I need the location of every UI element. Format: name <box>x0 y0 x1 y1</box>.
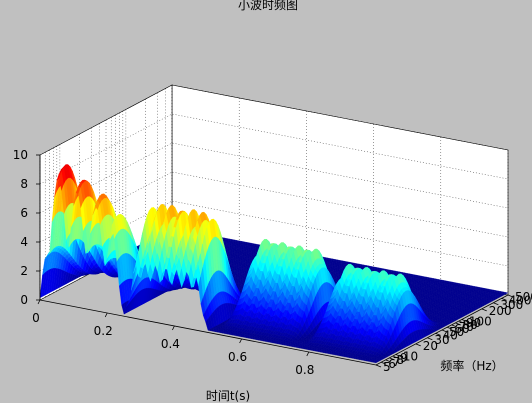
surface <box>39 164 509 363</box>
